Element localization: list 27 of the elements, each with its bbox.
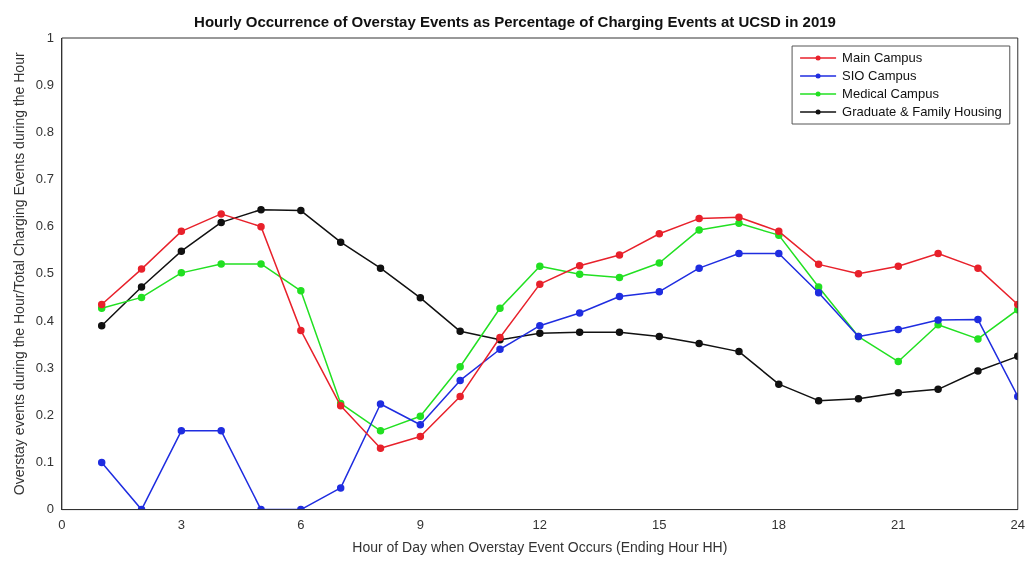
y-tick-label: 0 (46, 501, 54, 517)
x-tick-label: 6 (297, 516, 305, 532)
x-tick-label: 12 (532, 516, 548, 532)
legend-label: Main Campus (842, 49, 923, 65)
y-axis-title: Overstay events during the Hour/Total Charging Events during the Hour (11, 52, 28, 496)
y-tick-label: 0.9 (35, 76, 54, 92)
y-tick-label: 0.7 (35, 171, 54, 187)
y-tick-label: 0.4 (35, 312, 54, 328)
y-tick-label: 1 (46, 29, 54, 45)
x-tick-label: 0 (58, 516, 66, 532)
x-tick-label: 9 (416, 516, 424, 532)
x-tick-label: 18 (771, 516, 787, 532)
x-tick-label: 21 (891, 516, 906, 532)
x-tick-label: 3 (177, 516, 185, 532)
y-tick-label: 0.5 (35, 265, 54, 281)
legend-label: Medical Campus (842, 85, 940, 101)
x-axis-title: Hour of Day when Overstay Event Occurs (Ending Hour HH) (352, 539, 728, 556)
y-tick-label: 0.6 (35, 218, 54, 234)
y-tick-label: 0.8 (35, 123, 54, 139)
x-tick-label: 15 (652, 516, 667, 532)
x-tick-label: 24 (1010, 516, 1025, 532)
y-tick-label: 0.2 (35, 406, 54, 422)
legend-label: SIO Campus (842, 67, 917, 83)
legend-label: Graduate & Family Housing (842, 103, 1002, 119)
chart-title: Hourly Occurrence of Overstay Events as Percentage of Charging Events at UCSD in 2019 (194, 13, 836, 31)
y-tick-label: 0.3 (35, 359, 54, 375)
y-tick-label: 0.1 (35, 454, 54, 470)
